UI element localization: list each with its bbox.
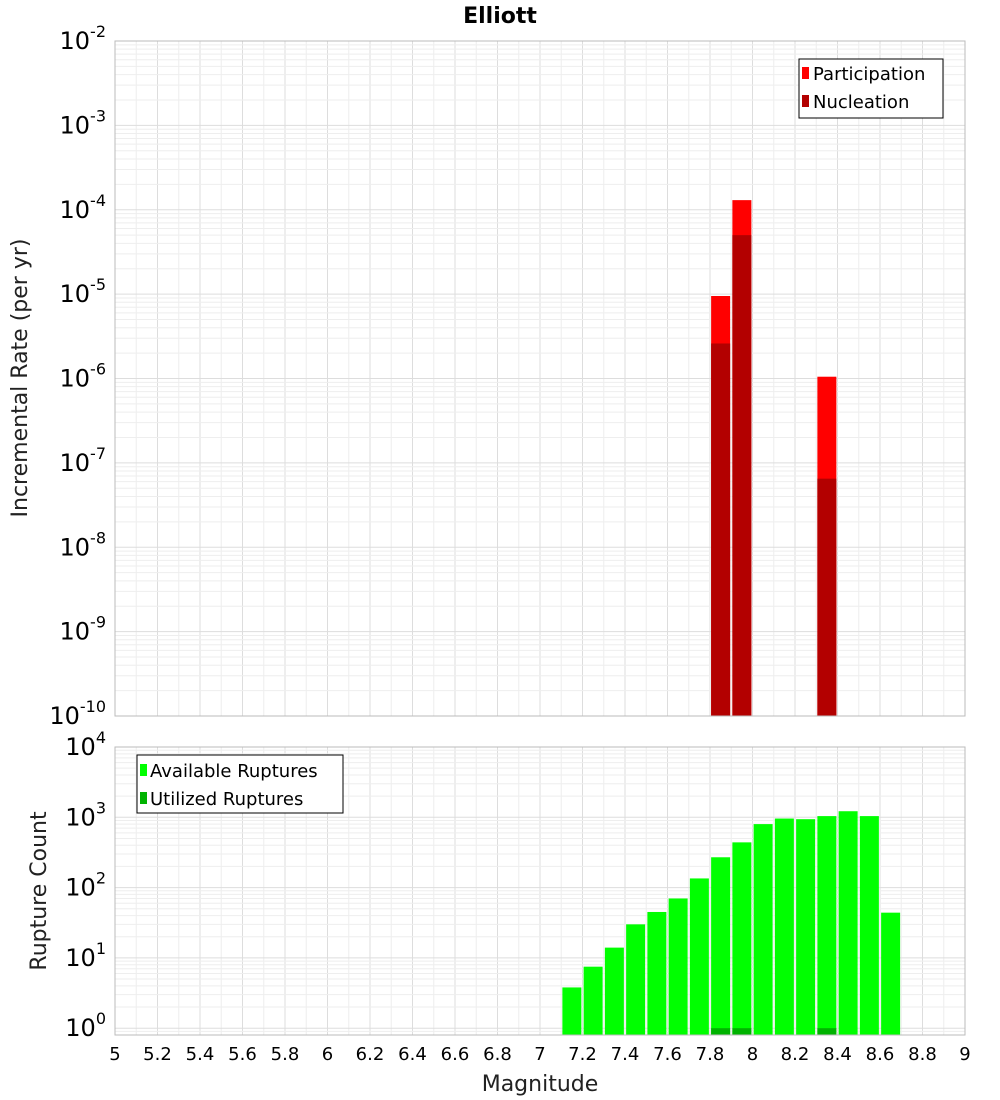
available-ruptures-bar	[711, 857, 731, 1035]
count-legend-box	[136, 754, 344, 814]
rate-legend-box	[798, 58, 944, 119]
available-ruptures-bar	[562, 987, 582, 1035]
nucleation-legend-swatch	[802, 95, 809, 107]
available-ruptures-bar	[753, 824, 773, 1035]
utilized-ruptures-bar	[817, 1028, 837, 1035]
participation-legend-label: Participation	[813, 64, 925, 85]
y-tick-label: 10-4	[60, 191, 107, 224]
y-tick-label: 100	[65, 1009, 106, 1042]
count-bars	[562, 811, 901, 1035]
utilized-ruptures-bar	[732, 1028, 752, 1035]
count-plot-frame	[114, 746, 966, 1036]
x-tick-label: 5	[109, 1044, 120, 1065]
x-tick-label: 8.2	[781, 1044, 810, 1065]
available-legend-swatch	[140, 764, 147, 776]
y-tick-label: 101	[65, 939, 106, 972]
x-ticks: 5 5.2 5.4 5.6 5.8 6 6.2 6.4 6.6 6.8 7 7.2 7.4 7.6 7.8 8…	[109, 1044, 970, 1065]
available-ruptures-bar	[668, 898, 688, 1035]
y-tick-label: 102	[65, 869, 106, 902]
x-tick-label: 7.4	[611, 1044, 640, 1065]
chart-title: Elliott	[463, 4, 537, 29]
x-tick-label: 5.6	[228, 1044, 257, 1065]
available-ruptures-bar	[838, 811, 858, 1035]
nucleation-bar	[817, 478, 837, 716]
x-tick-label: 8	[747, 1044, 758, 1065]
available-legend-label: Available Ruptures	[150, 761, 318, 782]
available-ruptures-bar	[817, 816, 837, 1035]
count-y-ticks: 104 103 102 101 100	[65, 728, 106, 1042]
y-tick-label: 10-5	[60, 275, 107, 308]
x-tick-label: 8.4	[823, 1044, 852, 1065]
x-axis-label: Magnitude	[482, 1072, 599, 1097]
rate-plot-frame	[114, 40, 966, 717]
y-tick-label: 10-6	[60, 360, 107, 393]
available-ruptures-bar	[796, 819, 816, 1035]
x-tick-label: 6.6	[441, 1044, 470, 1065]
x-tick-label: 5.4	[186, 1044, 215, 1065]
available-ruptures-bar	[689, 878, 709, 1035]
x-tick-label: 7	[534, 1044, 545, 1065]
rate-y-axis-label: Incremental Rate (per yr)	[8, 239, 33, 518]
y-tick-label: 10-3	[60, 106, 107, 139]
available-ruptures-bar	[583, 966, 603, 1035]
nucleation-bar	[732, 235, 752, 716]
x-tick-label: 7.2	[568, 1044, 597, 1065]
x-tick-label: 7.6	[653, 1044, 682, 1065]
rate-bars	[711, 200, 837, 716]
y-tick-label: 10-9	[60, 613, 107, 646]
x-tick-label: 6	[322, 1044, 333, 1065]
y-tick-label: 104	[65, 728, 106, 761]
utilized-ruptures-bar	[711, 1028, 731, 1035]
count-legend: Available Ruptures Utilized Ruptures	[136, 754, 344, 814]
x-tick-label: 8.6	[866, 1044, 895, 1065]
x-tick-label: 5.2	[143, 1044, 172, 1065]
x-tick-label: 6.8	[483, 1044, 512, 1065]
x-tick-label: 5.8	[271, 1044, 300, 1065]
available-ruptures-bar	[859, 816, 879, 1035]
nucleation-bar	[711, 343, 731, 716]
x-tick-label: 7.8	[696, 1044, 725, 1065]
available-ruptures-bar	[604, 947, 624, 1035]
nucleation-legend-label: Nucleation	[813, 92, 909, 113]
rate-legend: Participation Nucleation	[798, 58, 944, 119]
available-ruptures-bar	[881, 912, 901, 1035]
rate-y-ticks: 10-2 10-3 10-4 10-5 10-6 10-7 10-8 10-9 10-10	[49, 22, 106, 730]
y-tick-label: 10-10	[49, 697, 106, 730]
x-tick-label: 6.4	[398, 1044, 427, 1065]
y-tick-label: 10-7	[60, 444, 107, 477]
available-ruptures-bar	[732, 842, 752, 1035]
count-y-axis-label: Rupture Count	[27, 811, 52, 971]
available-ruptures-bar	[626, 924, 646, 1035]
utilized-legend-label: Utilized Ruptures	[150, 789, 303, 810]
x-tick-label: 8.8	[908, 1044, 937, 1065]
utilized-legend-swatch	[140, 792, 147, 804]
available-ruptures-bar	[647, 911, 667, 1035]
rate-grid	[114, 40, 966, 717]
available-ruptures-bar	[774, 818, 794, 1035]
y-tick-label: 103	[65, 798, 106, 831]
participation-legend-swatch	[802, 67, 809, 79]
y-tick-label: 10-8	[60, 528, 107, 561]
x-tick-label: 9	[959, 1044, 970, 1065]
y-tick-label: 10-2	[60, 22, 107, 55]
x-tick-label: 6.2	[356, 1044, 385, 1065]
